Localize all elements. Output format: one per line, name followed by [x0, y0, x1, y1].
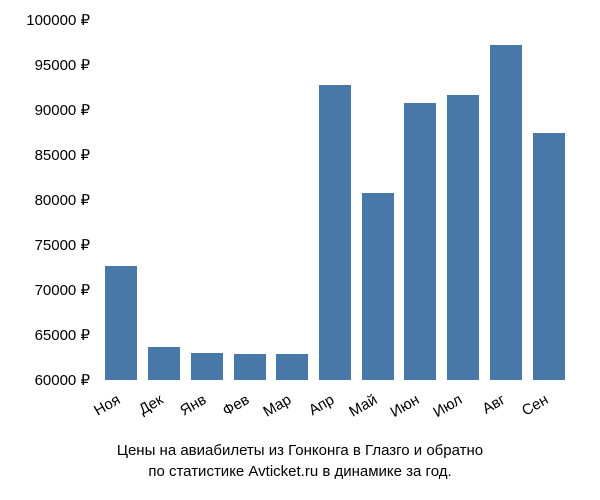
y-tick-label: 60000 ₽ — [35, 371, 90, 389]
caption-line-1: Цены на авиабилеты из Гонконга в Глазго … — [117, 442, 483, 459]
x-tick-label: Сен — [519, 391, 551, 419]
x-tick-label: Дек — [136, 391, 166, 418]
x-tick-label: Ноя — [91, 391, 123, 419]
y-tick-label: 65000 ₽ — [35, 326, 90, 344]
bar — [276, 354, 308, 380]
plot-area — [100, 20, 570, 380]
bar — [105, 266, 137, 380]
bar — [447, 95, 479, 380]
x-tick-label: Фев — [219, 391, 252, 420]
price-chart: 60000 ₽ 65000 ₽ 70000 ₽ 75000 ₽ 80000 ₽ 85000… — [0, 0, 600, 500]
bar — [362, 193, 394, 380]
bar — [191, 353, 223, 380]
x-tick-label: Авг — [479, 391, 508, 417]
bar — [490, 45, 522, 380]
bar — [234, 354, 266, 380]
y-tick-label: 75000 ₽ — [35, 236, 90, 254]
y-tick-label: 95000 ₽ — [35, 56, 90, 74]
bar — [533, 133, 565, 380]
bar — [319, 85, 351, 380]
x-tick-label: Апр — [306, 391, 337, 419]
bar — [404, 103, 436, 380]
y-tick-label: 100000 ₽ — [26, 11, 90, 29]
y-tick-label: 70000 ₽ — [35, 281, 90, 299]
y-tick-label: 90000 ₽ — [35, 101, 90, 119]
x-tick-label: Июл — [431, 391, 466, 421]
chart-caption: Цены на авиабилеты из Гонконга в Глазго … — [0, 440, 600, 482]
y-axis: 60000 ₽65000 ₽70000 ₽75000 ₽80000 ₽85000… — [0, 20, 95, 380]
x-tick-label: Май — [346, 391, 380, 420]
x-axis: НояДекЯнвФевМарАпрМайИюнИюлАвгСен — [100, 380, 570, 440]
y-tick-label: 80000 ₽ — [35, 191, 90, 209]
x-tick-label: Июн — [388, 391, 423, 421]
x-tick-label: Мар — [261, 391, 295, 420]
bar — [148, 347, 180, 380]
x-tick-label: Янв — [177, 391, 209, 419]
caption-line-2: по статистике Avticket.ru в динамике за … — [148, 463, 451, 480]
y-tick-label: 85000 ₽ — [35, 146, 90, 164]
